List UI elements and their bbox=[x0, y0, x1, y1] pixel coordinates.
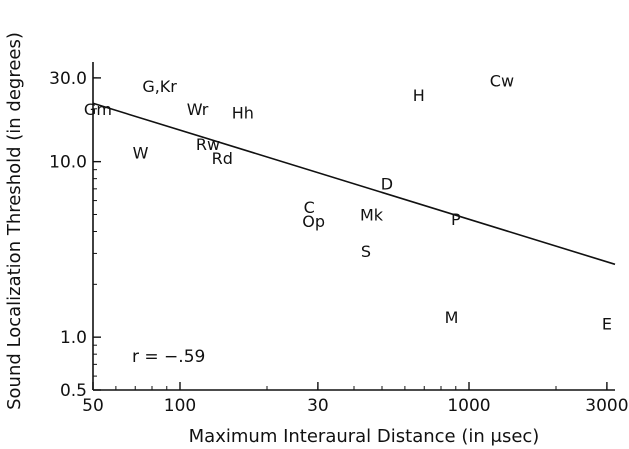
correlation-annotation: r = −.59 bbox=[132, 347, 205, 367]
data-point-label: M bbox=[445, 308, 459, 327]
y-tick-label: 0.5 bbox=[60, 381, 87, 401]
y-tick-label: 1.0 bbox=[60, 328, 87, 348]
x-tick-label: 50 bbox=[82, 396, 104, 416]
data-point-label: Hh bbox=[232, 104, 254, 123]
data-point-label: Mk bbox=[360, 205, 384, 224]
data-point-label: G,Kr bbox=[142, 77, 177, 96]
data-point-label: Rw bbox=[196, 135, 220, 154]
regression-line bbox=[92, 102, 616, 266]
data-point-label: D bbox=[381, 175, 393, 194]
x-tick-label: 30 bbox=[307, 396, 329, 416]
y-axis-label: Sound Localization Threshold (in degrees… bbox=[4, 32, 25, 410]
x-axis-label: Maximum Interaural Distance (in μsec) bbox=[189, 426, 540, 447]
y-tick-label: 30.0 bbox=[49, 69, 87, 89]
x-tick-label: 1000 bbox=[447, 396, 490, 416]
data-point-label: H bbox=[413, 86, 425, 105]
data-point-label: E bbox=[602, 314, 612, 333]
data-point-label: Cw bbox=[490, 71, 514, 90]
y-tick-label: 10.0 bbox=[49, 153, 87, 173]
x-tick-label: 3000 bbox=[585, 396, 628, 416]
data-point-label: Op bbox=[302, 212, 325, 231]
regression-line-layer bbox=[92, 102, 616, 266]
axes: 50 100 30 1000 3000 0.5 1.0 10.0 30.0 bbox=[49, 62, 629, 416]
x-tick-label: 100 bbox=[164, 396, 196, 416]
data-point-label: Rd bbox=[212, 149, 233, 168]
data-point-label: Wr bbox=[187, 100, 209, 119]
data-point-label: C bbox=[304, 198, 315, 217]
data-point-label: W bbox=[133, 143, 149, 162]
data-point-label: S bbox=[361, 242, 371, 261]
data-point-label: Gm bbox=[84, 100, 112, 119]
data-point-label: P bbox=[451, 210, 461, 229]
